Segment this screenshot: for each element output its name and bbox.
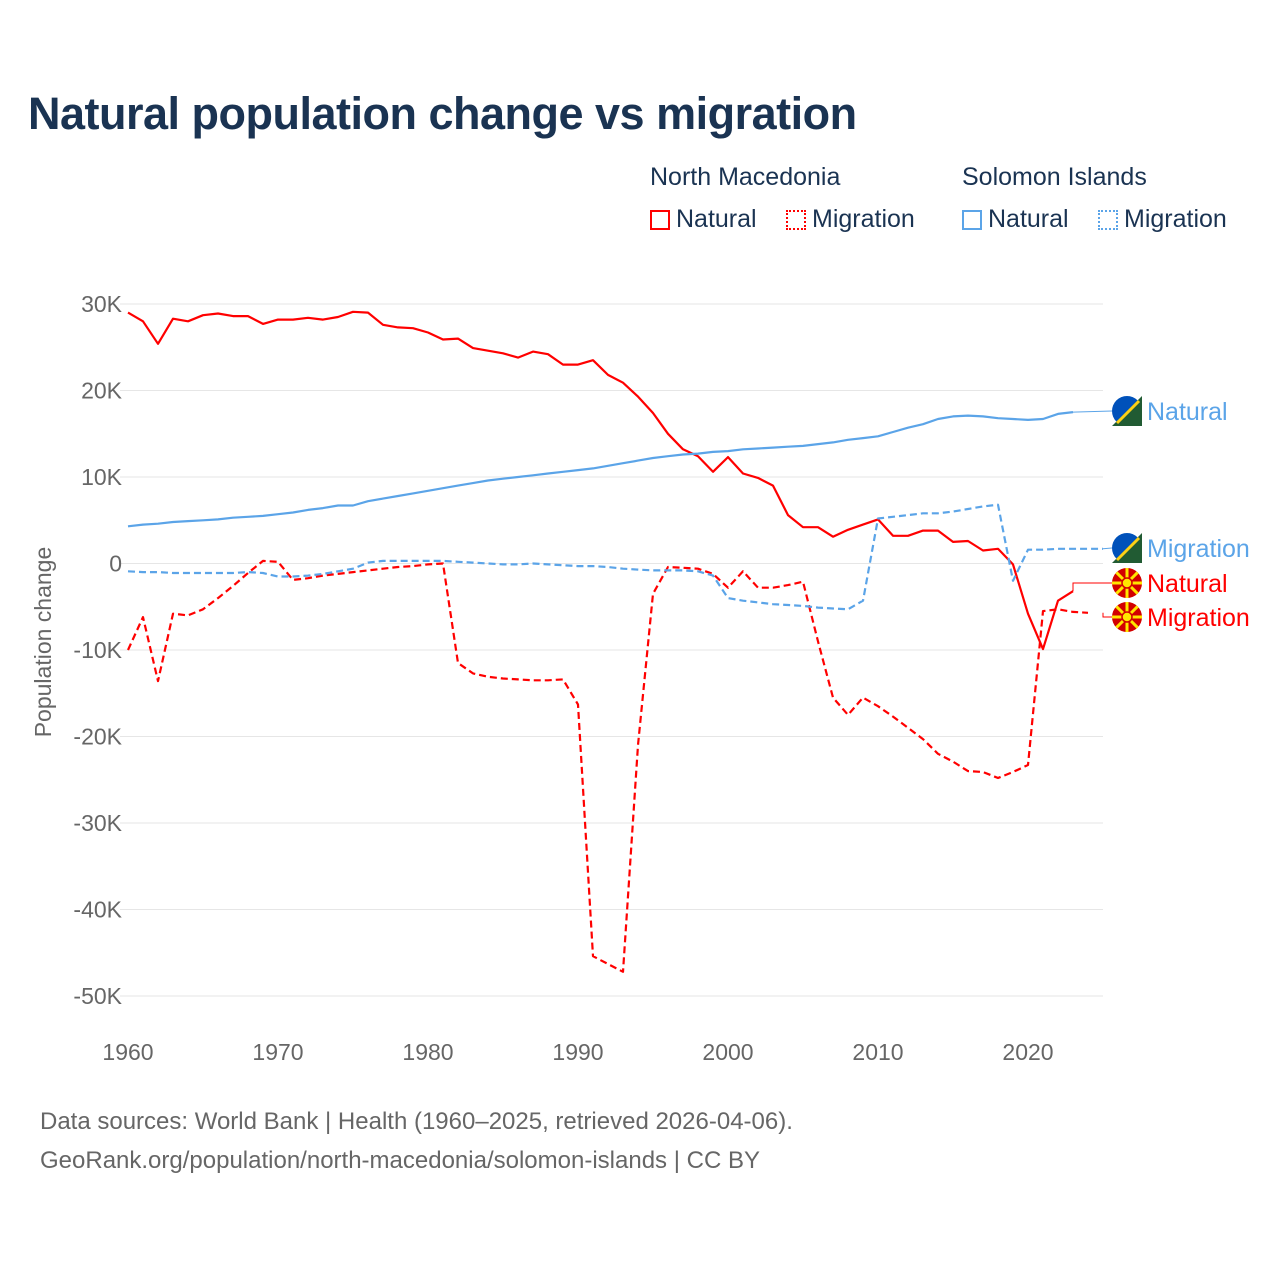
series-line-solomon-islands-migration xyxy=(127,503,1103,611)
legend-label: Migration xyxy=(1124,205,1227,233)
y-tick-label: 0 xyxy=(109,551,122,577)
legend-item-si-natural[interactable]: Natural xyxy=(962,205,1069,234)
end-label: Natural xyxy=(1147,398,1228,426)
series-line-solomon-islands-natural xyxy=(127,411,1074,528)
legend-swatch-solid xyxy=(650,210,670,230)
y-axis-label: Population change xyxy=(30,547,56,738)
legend-swatch-solid xyxy=(962,210,982,230)
flag-stripe xyxy=(1115,536,1141,562)
legend-swatch-dotted xyxy=(786,210,806,230)
y-tick-label: -10K xyxy=(73,637,122,663)
end-label-connector xyxy=(1102,547,1113,550)
series-line-north-macedonia-migration xyxy=(126,559,1089,973)
footer-link[interactable]: GeoRank.org/population/north-macedonia/s… xyxy=(40,1147,760,1174)
flag-sun xyxy=(1121,577,1133,589)
x-tick-label: 1960 xyxy=(102,1039,153,1065)
footer-sources: Data sources: World Bank | Health (1960–… xyxy=(40,1108,793,1135)
legend-swatch-dotted xyxy=(1098,210,1118,230)
x-tick-label: 1980 xyxy=(402,1039,453,1065)
x-tick-label: 2000 xyxy=(702,1039,753,1065)
flag-stripe xyxy=(1115,399,1141,425)
flag-sun xyxy=(1121,611,1133,623)
legend-item-mk-migration[interactable]: Migration xyxy=(786,205,915,234)
legend-group-north-macedonia: North Macedonia xyxy=(650,163,841,191)
x-tick-label: 2010 xyxy=(852,1039,903,1065)
end-label: Natural xyxy=(1147,570,1228,598)
y-tick-label: -40K xyxy=(73,897,122,923)
y-tick-label: -30K xyxy=(73,810,122,836)
x-tick-label: 1990 xyxy=(552,1039,603,1065)
end-label-connector xyxy=(1102,612,1112,618)
y-tick-label: -20K xyxy=(73,724,122,750)
end-label: Migration xyxy=(1147,604,1250,632)
x-tick-label: 1970 xyxy=(252,1039,303,1065)
legend-label: Natural xyxy=(988,205,1069,233)
x-tick-label: 2020 xyxy=(1002,1039,1053,1065)
series-line-north-macedonia-natural xyxy=(127,310,1074,651)
y-tick-label: 20K xyxy=(81,378,123,404)
end-label: Migration xyxy=(1147,535,1250,563)
end-label-connector xyxy=(1072,582,1112,592)
y-tick-label: -50K xyxy=(73,983,122,1009)
legend-item-mk-natural[interactable]: Natural xyxy=(650,205,757,234)
y-tick-label: 30K xyxy=(81,291,123,317)
legend-group-solomon-islands: Solomon Islands xyxy=(962,163,1147,191)
legend-label: Natural xyxy=(676,205,757,233)
y-tick-label: 10K xyxy=(81,464,123,490)
chart-title: Natural population change vs migration xyxy=(28,88,857,139)
end-label-connector xyxy=(1072,410,1113,413)
legend-label: Migration xyxy=(812,205,915,233)
legend-item-si-migration[interactable]: Migration xyxy=(1098,205,1227,234)
